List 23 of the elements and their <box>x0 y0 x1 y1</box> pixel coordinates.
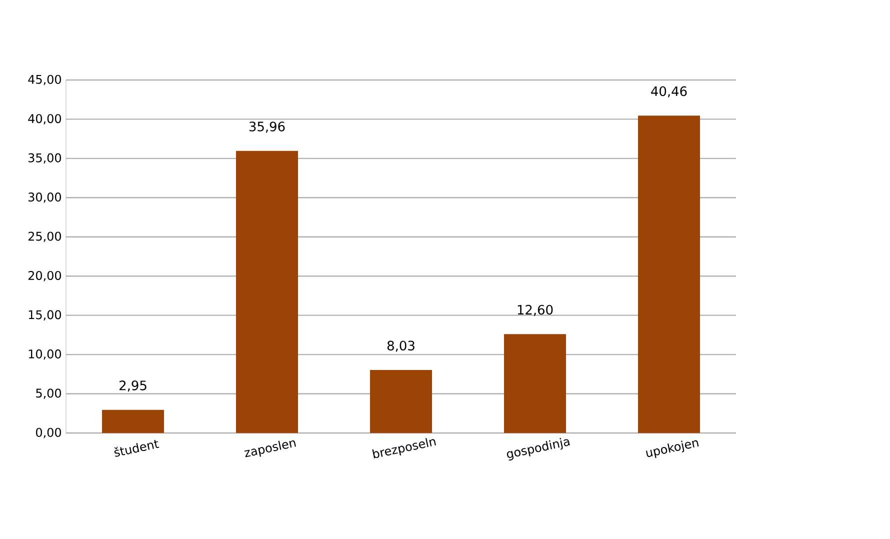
data-label: 35,96 <box>249 122 285 133</box>
bar <box>638 116 700 433</box>
bar <box>236 150 298 433</box>
data-label: 2,95 <box>120 380 146 392</box>
y-tick-label: 45,00 <box>28 74 62 86</box>
data-label: 12,60 <box>518 304 553 316</box>
y-tick-label: 30,00 <box>28 192 62 203</box>
y-tick-label: 0,00 <box>36 428 62 438</box>
x-tick-label: zaposlen <box>244 440 296 458</box>
y-tick-label: 15,00 <box>28 310 62 320</box>
x-tick-label: upokojen <box>646 440 699 458</box>
y-tick-label: 40,00 <box>28 114 62 124</box>
bar <box>370 370 432 433</box>
x-tick-label: študent <box>114 440 160 457</box>
data-label: 8,03 <box>387 340 414 352</box>
y-tick-label: 35,00 <box>28 153 62 164</box>
y-tick-label: 20,00 <box>28 270 62 282</box>
y-tick-label: 10,00 <box>28 349 62 360</box>
y-tick-label: 25,00 <box>28 232 62 242</box>
bar <box>102 410 164 433</box>
data-label: 40,46 <box>651 86 687 98</box>
y-tick-label: 5,00 <box>36 388 62 399</box>
bar <box>504 334 566 433</box>
